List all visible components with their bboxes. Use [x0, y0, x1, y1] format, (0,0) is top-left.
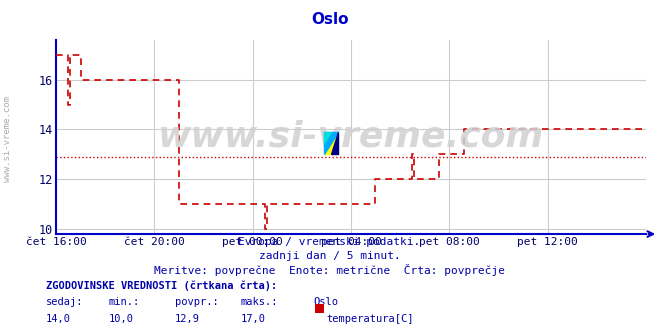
Text: Oslo: Oslo [313, 297, 338, 307]
Text: 10,0: 10,0 [109, 314, 134, 324]
Text: Oslo: Oslo [311, 12, 348, 27]
Text: sedaj:: sedaj: [46, 297, 84, 307]
Polygon shape [324, 132, 338, 154]
Text: www.si-vreme.com: www.si-vreme.com [158, 120, 544, 154]
Text: maks.:: maks.: [241, 297, 278, 307]
Text: temperatura[C]: temperatura[C] [327, 314, 415, 324]
Text: povpr.:: povpr.: [175, 297, 218, 307]
Text: 12,9: 12,9 [175, 314, 200, 324]
Polygon shape [324, 132, 331, 143]
Text: Evropa / vremenski podatki.: Evropa / vremenski podatki. [239, 237, 420, 247]
Polygon shape [324, 132, 338, 154]
Text: Meritve: povprečne  Enote: metrične  Črta: povprečje: Meritve: povprečne Enote: metrične Črta:… [154, 264, 505, 276]
Text: zadnji dan / 5 minut.: zadnji dan / 5 minut. [258, 251, 401, 261]
Text: 14,0: 14,0 [46, 314, 71, 324]
Text: www.si-vreme.com: www.si-vreme.com [3, 96, 13, 183]
Text: min.:: min.: [109, 297, 140, 307]
Text: ZGODOVINSKE VREDNOSTI (črtkana črta):: ZGODOVINSKE VREDNOSTI (črtkana črta): [46, 281, 277, 291]
Polygon shape [331, 132, 338, 154]
Text: 17,0: 17,0 [241, 314, 266, 324]
